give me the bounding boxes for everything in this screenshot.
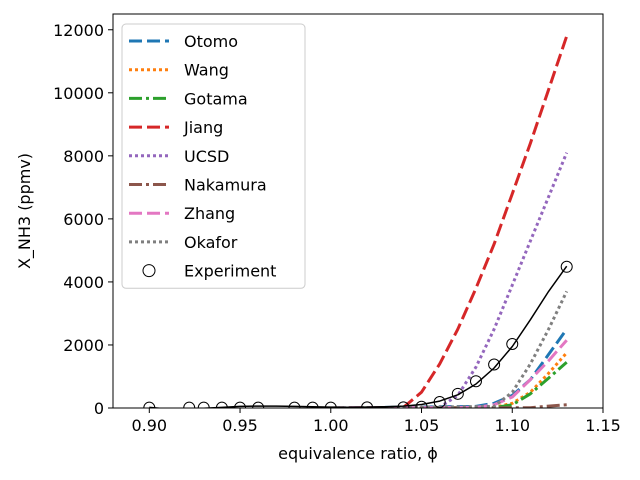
x-tick-label: 0.90 <box>131 416 167 435</box>
y-tick-label: 0 <box>94 399 104 418</box>
plot-lines <box>143 35 573 408</box>
experiment-point <box>506 338 519 351</box>
experiment-point <box>488 358 501 371</box>
y-tick-label: 2000 <box>63 336 104 355</box>
y-tick-label: 10000 <box>53 84 104 103</box>
y-tick-label: 12000 <box>53 21 104 40</box>
experiment-point <box>560 260 573 273</box>
series-line-otomo <box>330 328 568 408</box>
experiment-point <box>397 401 410 408</box>
legend-label: Otomo <box>184 32 238 51</box>
x-tick-label: 1.15 <box>585 416 621 435</box>
legend-label: Wang <box>184 61 229 80</box>
series-line-gotama <box>330 361 568 408</box>
legend-label: UCSD <box>184 147 229 166</box>
legend-label: Okafor <box>184 233 238 252</box>
y-tick-label: 4000 <box>63 273 104 292</box>
legend-label: Experiment <box>184 262 276 281</box>
legend-box <box>121 23 306 289</box>
y-axis-label: X_NH3 (ppmv) <box>15 153 35 269</box>
x-tick-label: 0.95 <box>222 416 258 435</box>
x-tick-label: 1.05 <box>404 416 440 435</box>
y-tick-label: 8000 <box>63 147 104 166</box>
legend-label: Gotama <box>184 89 248 108</box>
x-axis: 0.90 0.95 1.00 1.05 1.10 1.15 <box>131 408 621 435</box>
legend-label: Nakamura <box>184 176 267 195</box>
x-axis-label: equivalence ratio, ϕ <box>278 444 438 463</box>
series-line-ucsd <box>330 152 569 408</box>
experiment-point <box>469 375 482 388</box>
experiment-point <box>451 387 464 400</box>
legend: Otomo Wang Gotama Jiang UCSD Nakamura Zhang Oka… <box>121 23 306 289</box>
series-line-jiang <box>330 35 569 408</box>
legend-label: Jiang <box>183 118 223 137</box>
series-line-okafor <box>330 290 569 408</box>
x-tick-label: 1.00 <box>313 416 349 435</box>
plot-frame <box>112 13 604 409</box>
experiment-point <box>415 400 428 408</box>
experiment-point <box>361 401 374 408</box>
y-axis: 0 2000 4000 6000 8000 10000 12000 <box>53 21 113 418</box>
legend-label: Zhang <box>184 204 235 223</box>
y-tick-label: 6000 <box>63 210 104 229</box>
legend-marker <box>142 264 156 278</box>
x-tick-label: 1.10 <box>494 416 530 435</box>
